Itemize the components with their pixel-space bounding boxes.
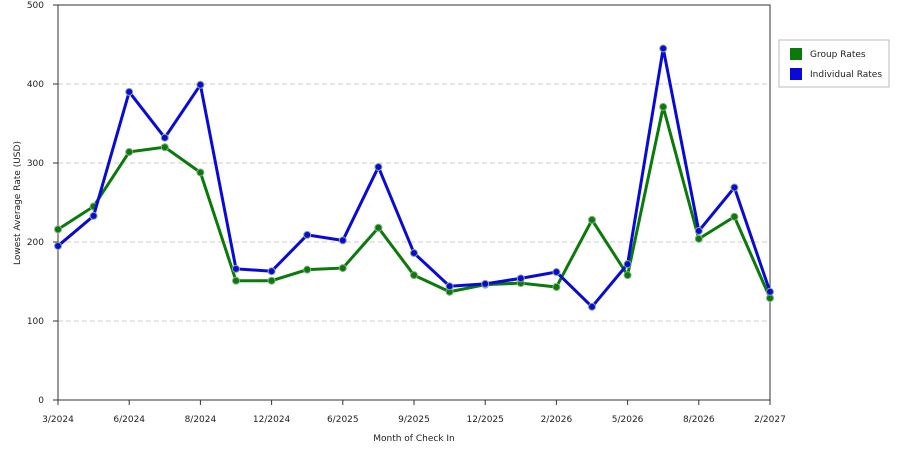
point [588, 215, 596, 224]
legend-label: Group Rates [810, 50, 866, 60]
point [54, 241, 62, 250]
point [232, 264, 240, 273]
point [303, 265, 312, 274]
point [232, 276, 240, 285]
point [89, 211, 98, 220]
point [516, 274, 525, 283]
x-tick-label: 3/2024 [42, 415, 74, 425]
point [410, 271, 418, 280]
point [125, 87, 134, 96]
x-tick-label: 2/2026 [541, 415, 573, 425]
point [659, 102, 668, 111]
y-axis-label: Lowest Average Rate (USD) [13, 141, 23, 265]
x-tick-label: 5/2026 [612, 415, 644, 425]
x-tick-label: 2/2027 [754, 415, 786, 425]
legend-label: Individual Rates [810, 70, 882, 80]
point [694, 226, 703, 235]
y-tick-label: 100 [27, 317, 44, 327]
y-tick-label: 500 [27, 1, 44, 11]
point [410, 249, 418, 258]
y-tick-label: 400 [27, 80, 44, 90]
y-tick-label: 300 [27, 159, 44, 169]
point [338, 236, 347, 245]
x-tick-label: 8/2024 [185, 415, 217, 425]
point [481, 279, 490, 288]
legend-swatch [790, 48, 802, 60]
x-tick-label: 6/2024 [113, 415, 145, 425]
point [694, 234, 703, 243]
x-tick-label: 9/2025 [398, 415, 430, 425]
point [445, 282, 454, 291]
x-tick-label: 8/2026 [683, 415, 715, 425]
plot-frame [57, 4, 771, 401]
point [730, 212, 739, 221]
point [552, 268, 561, 277]
point [552, 283, 561, 292]
point [730, 183, 739, 192]
x-axis-label: Month of Check In [373, 434, 455, 444]
point [588, 302, 596, 311]
point [125, 147, 134, 156]
legend-swatch [790, 68, 802, 80]
x-tick-label: 12/2025 [467, 415, 504, 425]
point [766, 287, 774, 296]
point [659, 44, 668, 53]
point [374, 223, 383, 232]
point [54, 225, 62, 234]
point [267, 267, 276, 276]
x-tick-label: 12/2024 [253, 415, 291, 425]
point [160, 133, 169, 142]
point [303, 230, 312, 239]
line [57, 48, 772, 309]
point [338, 264, 347, 273]
point [196, 80, 205, 89]
point [623, 260, 632, 269]
y-tick-label: 200 [27, 238, 44, 248]
x-tick-label: 6/2025 [327, 415, 359, 425]
point [196, 168, 205, 177]
point [267, 276, 276, 285]
point [374, 162, 383, 171]
point [160, 143, 169, 152]
y-tick-label: 0 [38, 396, 44, 406]
point [623, 271, 632, 280]
